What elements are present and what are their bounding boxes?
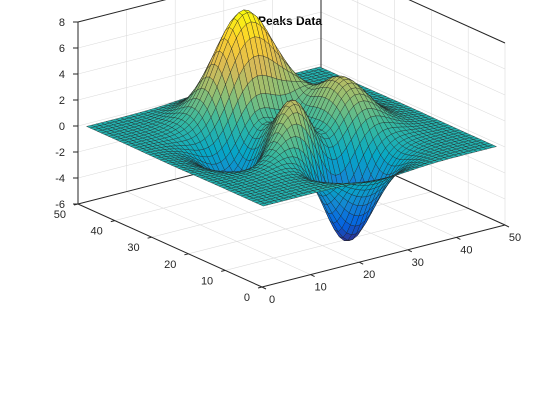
z-tick-label: -6 <box>55 199 65 211</box>
x-axis-line <box>261 224 506 288</box>
x-tick-label: 0 <box>269 294 275 306</box>
x-tick-mark <box>407 249 413 253</box>
y-tick-mark <box>221 269 226 272</box>
surface-mesh <box>86 9 497 241</box>
x-tick-label: 10 <box>314 282 326 294</box>
floor-grid-y <box>188 191 432 255</box>
x-tick-mark <box>504 224 510 228</box>
y-tick-label: 10 <box>201 275 213 287</box>
box-edge <box>77 0 167 23</box>
chart-title: Peaks Data <box>258 14 322 28</box>
z-tick-label: 2 <box>59 95 65 107</box>
x-tick-mark <box>456 236 461 240</box>
y-tick-mark <box>110 220 115 223</box>
y-axis-line <box>77 203 263 288</box>
y-tick-mark <box>147 236 152 239</box>
backwall-grid-z <box>77 37 322 101</box>
y-tick-label: 40 <box>91 226 103 238</box>
z-tick-label: 8 <box>59 17 65 29</box>
x-tick-mark <box>310 274 315 278</box>
sidewall-grid-z <box>320 37 506 122</box>
z-tick-label: 6 <box>59 43 65 55</box>
floor-grid-x <box>175 178 360 263</box>
sidewall-grid-z <box>320 63 506 148</box>
sidewall-grid-z <box>320 11 506 96</box>
z-tick-label: -4 <box>55 173 65 185</box>
x-tick-label: 30 <box>412 257 424 269</box>
backwall-grid-z <box>77 0 268 49</box>
y-tick-label: 0 <box>244 292 250 304</box>
y-tick-mark <box>257 286 263 289</box>
sidewall-grid-z <box>351 0 506 70</box>
x-tick-label: 40 <box>460 244 472 256</box>
z-tick-label: -2 <box>55 147 65 159</box>
x-tick-mark <box>358 261 364 265</box>
backwall-grid-z <box>77 11 322 75</box>
floor-grid-x <box>126 191 311 275</box>
y-tick-label: 50 <box>54 209 66 221</box>
x-tick-label: 20 <box>363 269 375 281</box>
z-tick-label: 0 <box>59 121 65 133</box>
y-tick-label: 20 <box>164 259 176 271</box>
surface-facet <box>259 203 269 207</box>
x-tick-label: 50 <box>509 232 521 244</box>
y-tick-mark <box>184 253 189 256</box>
z-tick-label: 4 <box>59 69 65 81</box>
y-tick-label: 30 <box>127 242 139 254</box>
x-tick-mark <box>261 286 267 290</box>
box-edge <box>408 0 506 44</box>
